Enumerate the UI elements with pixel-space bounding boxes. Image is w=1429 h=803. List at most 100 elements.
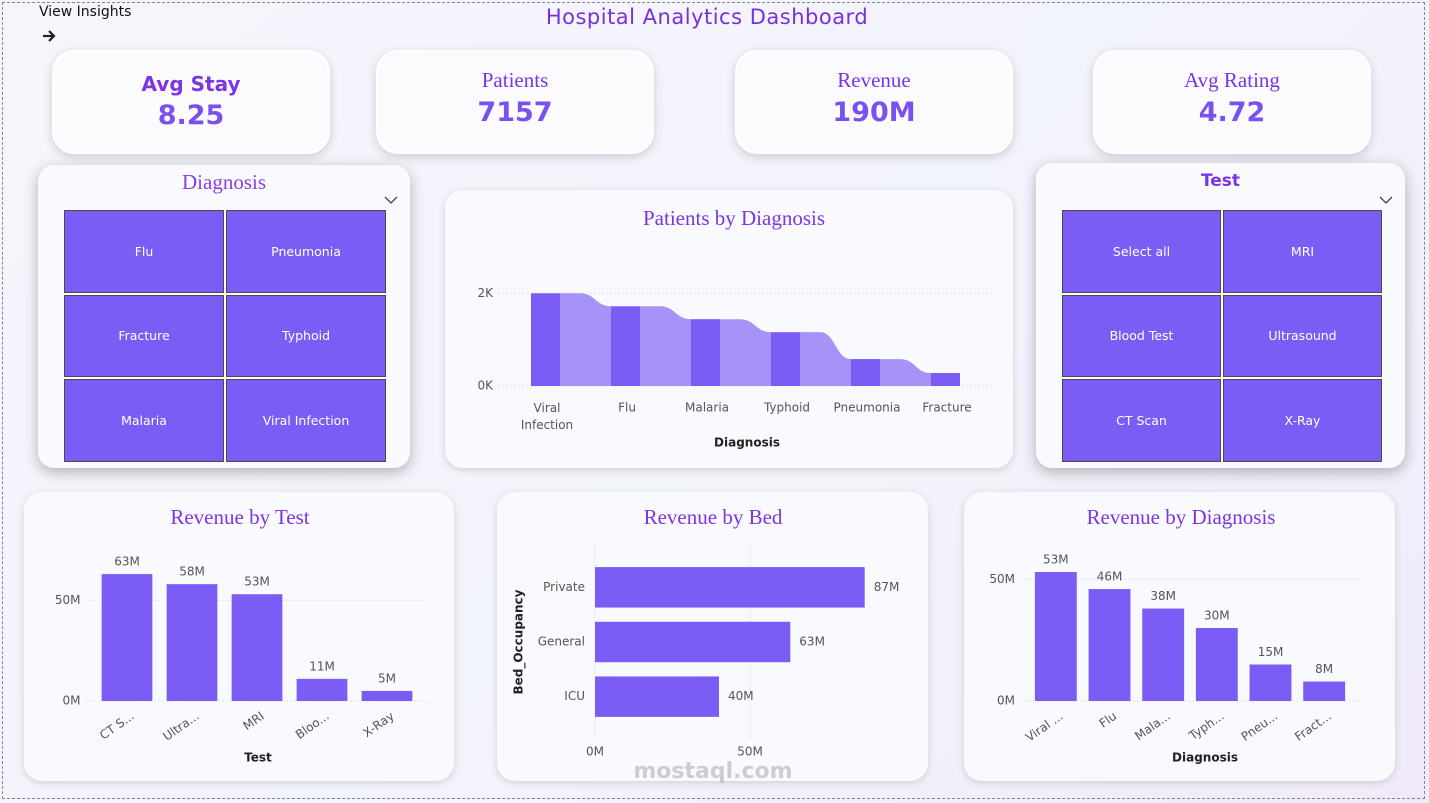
x-tick-label: Flu [618,401,636,415]
data-label: 40M [728,689,754,703]
slicer-tile[interactable]: Select all [1062,210,1221,293]
slicer-card: Diagnosis Flu Pneumonia Fracture Typhoid Mal… [38,165,410,468]
slicer-tiles: Flu Pneumonia Fracture Typhoid Malaria Viral … [64,210,386,462]
data-label: 53M [244,575,270,589]
slicer-tile[interactable]: Fracture [64,294,224,378]
x-tick-label: Viral Infection [521,401,573,432]
slicer-tile[interactable]: Flu [64,210,224,293]
data-label: 30M [1204,609,1230,623]
dropdown-chevron[interactable] [1379,195,1393,205]
slicer-tile[interactable]: Pneumonia [226,210,386,293]
x-axis-title: Diagnosis [714,436,780,450]
x-tick-label: Viral ... [1023,709,1066,745]
slicer-tile[interactable]: Ultrasound [1223,294,1382,378]
kpi-card: Revenue 190M [735,50,1013,154]
slicer-tile[interactable]: MRI [1223,210,1382,293]
slicer-tile[interactable]: Typhoid [226,294,386,378]
x-tick-label: MRI [240,709,266,733]
x-tick-label: Fract... [1292,709,1334,744]
slicer-tile[interactable]: X-Ray [1223,379,1382,462]
data-label: 58M [179,565,205,579]
bar [1303,681,1346,701]
bar [931,373,960,386]
kpi-label: Avg Rating [1184,68,1280,92]
insights-arrow[interactable] [42,29,58,43]
kpi-value: 8.25 [157,100,225,131]
y-tick-label: ICU [564,689,585,703]
ribbon [720,319,771,386]
x-tick-label: 0M [586,745,604,759]
x-tick-label: 50M [737,745,763,759]
kpi-card: Patients 7157 [376,50,654,154]
slicer-tile[interactable]: Malaria [64,379,224,462]
y-tick-label: Private [543,580,585,594]
insights-link[interactable]: View Insights [39,4,132,20]
data-label: 53M [1043,553,1069,567]
dropdown-chevron[interactable] [384,195,398,205]
y-tick-label: 0K [477,379,494,393]
data-label: 11M [309,659,335,673]
kpi-value: 190M [832,97,916,128]
kpi-label: Avg Stay [141,72,241,96]
data-label: 87M [874,580,900,594]
x-tick-label: Pneumonia [834,401,901,415]
y-tick-label: 50M [55,593,81,607]
slicer-tile[interactable]: CT Scan [1062,379,1221,462]
x-tick-label: Typhoid [763,401,810,415]
kpi-value: 7157 [477,97,553,128]
y-axis-title: Bed_Occupancy [512,589,527,694]
x-tick-label: Fracture [922,401,971,415]
data-label: 46M [1097,570,1123,584]
kpi-value: 4.72 [1198,97,1266,128]
data-label: 38M [1150,589,1176,603]
data-label: 15M [1258,645,1284,659]
slicer-tile[interactable]: Blood Test [1062,294,1221,378]
x-tick-label: X-Ray [360,709,396,740]
bar [1195,628,1238,701]
kpi-label: Revenue [837,68,911,92]
chart-title: Patients by Diagnosis [643,206,825,230]
data-label: 63M [799,635,825,649]
x-tick-label: Bloo... [293,709,332,742]
bar [611,306,640,386]
bar [595,676,719,717]
ribbon [880,359,931,386]
x-tick-label: Malaria [685,401,729,415]
kpi-card: Avg Rating 4.72 [1093,50,1371,154]
bar [851,359,880,386]
bar [531,293,560,386]
bar [595,621,791,663]
data-label: 8M [1315,662,1333,676]
dashboard-title: Hospital Analytics Dashboard [545,5,869,29]
bar [1088,589,1131,701]
x-axis-title: Diagnosis [1172,751,1238,765]
y-tick-label: 0M [997,694,1015,708]
slicer-title: Diagnosis [182,170,266,194]
bar [1142,608,1185,701]
chart-title: Revenue by Test [170,505,309,529]
ribbon [640,306,691,386]
chart-title: Revenue by Diagnosis [1087,505,1276,529]
bar [771,332,800,386]
ribbon [800,332,851,386]
y-tick-label: 50M [989,572,1015,586]
data-label: 5M [378,671,396,685]
ribbon [560,293,611,386]
x-tick-label: Pneu... [1239,709,1281,744]
x-tick-label: CT S... [97,709,137,743]
x-tick-label: Flu [1097,709,1120,731]
x-tick-label: Typh... [1186,709,1227,744]
slicer-card: Test Select all MRI Blood Test Ultrasound CT… [1036,163,1405,468]
bar [595,567,865,608]
x-tick-label: Ultra... [160,709,201,744]
slicer-tile[interactable]: Viral Infection [226,379,386,462]
kpi-label: Patients [481,68,549,92]
bar [361,690,413,701]
slicer-tiles: Select all MRI Blood Test Ultrasound CT Scan… [1062,210,1382,462]
bar [691,319,720,386]
x-tick-label: Mala... [1132,709,1173,743]
watermark: mostaql.com [633,759,792,784]
